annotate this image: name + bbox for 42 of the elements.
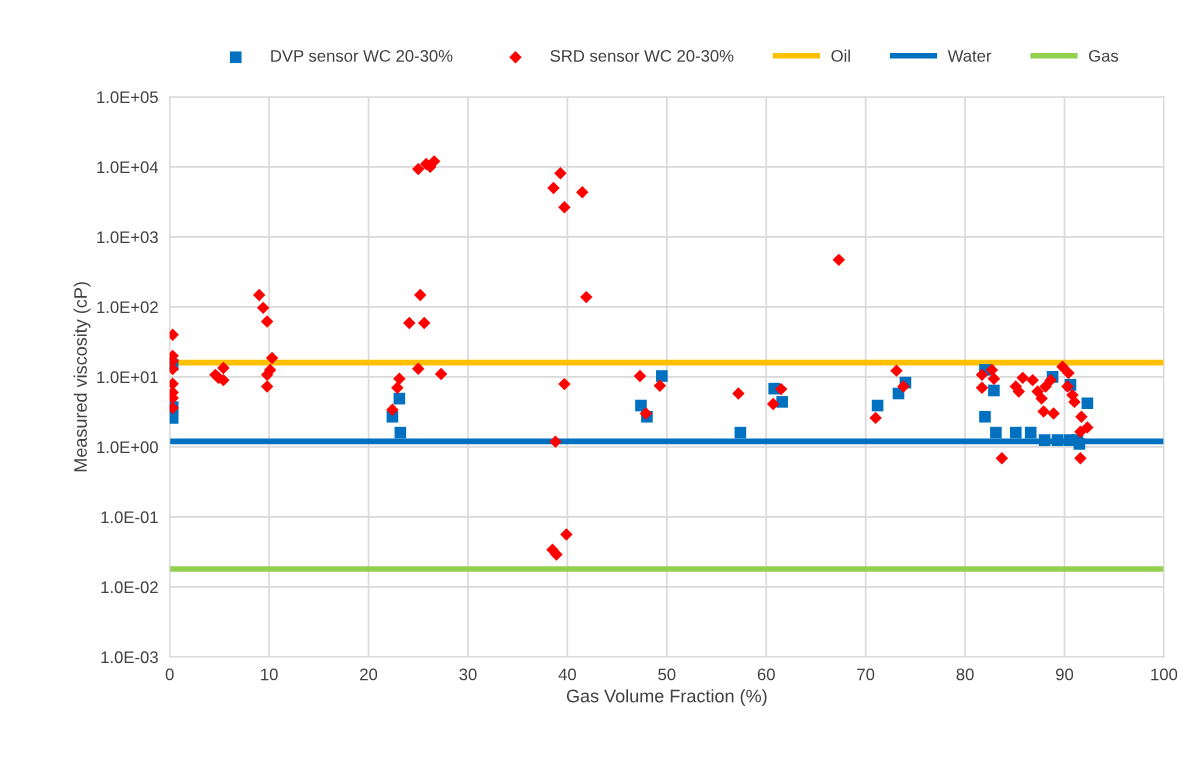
x-tick-label: 0	[165, 668, 174, 681]
legend-label: Oil	[831, 49, 850, 62]
point	[988, 384, 1000, 397]
legend-label: Gas	[1089, 50, 1119, 62]
point	[394, 426, 407, 439]
x-tick-label: 20	[360, 668, 378, 681]
x-tick-label: 70	[857, 668, 875, 681]
x-tick-label: 10	[261, 668, 278, 681]
point	[1009, 426, 1022, 439]
x-tick-label: 80	[956, 668, 974, 681]
y-axis-title: Measured viscosity (cP)	[73, 282, 91, 472]
y-tick-label: 1.0E+04	[97, 161, 159, 174]
x-axis-title: Gas Volume Fraction (%)	[566, 689, 767, 706]
y-tick-label: 1.0E+01	[97, 371, 158, 384]
y-tick-label: 1.0E+00	[97, 441, 158, 454]
x-tick-label: 30	[459, 668, 477, 681]
legend-label: SRD sensor WC 20-30%	[550, 50, 734, 62]
point	[979, 410, 991, 423]
point	[1024, 426, 1037, 439]
legend-label: Water	[947, 50, 992, 62]
x-tick-label: 100	[1151, 668, 1178, 681]
point	[635, 399, 647, 412]
legend-label: DVP sensor WC 20-30%	[271, 50, 453, 62]
y-tick-label: 1.0E+03	[97, 231, 158, 244]
x-tick-label: 40	[558, 668, 576, 681]
point	[1051, 434, 1064, 446]
y-tick-label: 1.0E-01	[101, 511, 158, 524]
x-tick-label: 50	[658, 668, 676, 681]
point	[871, 399, 884, 412]
y-tick-label: 1.0E+02	[97, 301, 158, 314]
point	[1081, 397, 1094, 410]
point	[656, 370, 668, 382]
point	[776, 396, 788, 408]
x-tick-label: 90	[1056, 668, 1074, 681]
x-tick-label: 60	[757, 668, 775, 681]
point	[990, 426, 1002, 439]
y-tick-label: 1.0E+05	[97, 91, 158, 104]
y-tick-label: 1.0E-02	[101, 581, 158, 594]
point	[734, 426, 747, 439]
point	[1038, 434, 1051, 446]
point	[1073, 438, 1086, 450]
y-tick-label: 1.0E-03	[101, 651, 158, 664]
